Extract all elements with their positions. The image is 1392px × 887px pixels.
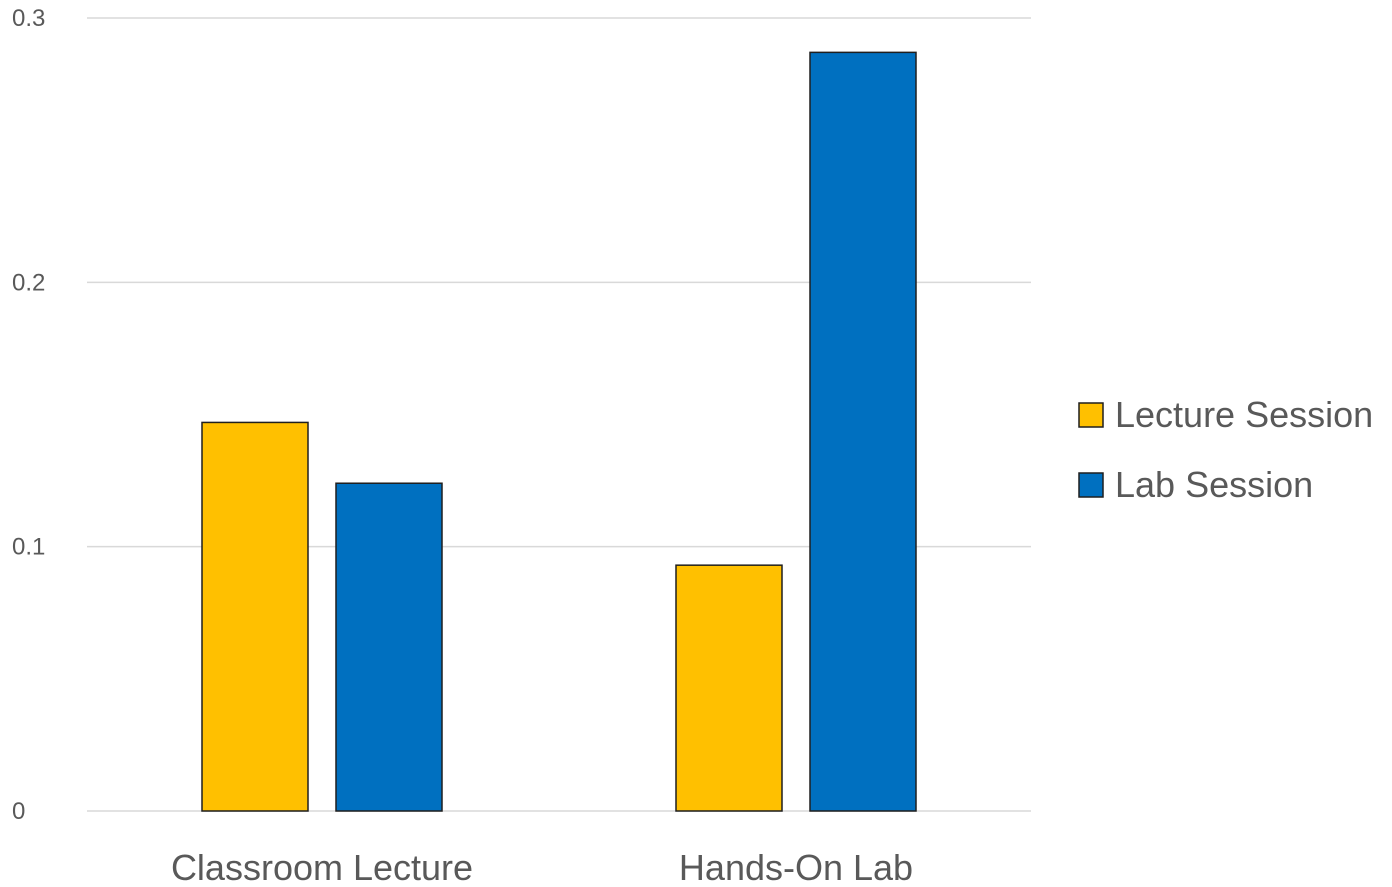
legend-swatch-lab-session: [1079, 473, 1103, 497]
bar-lab-session: [810, 52, 916, 811]
legend-swatch-lecture-session: [1079, 403, 1103, 427]
x-category-label: Classroom Lecture: [171, 847, 473, 887]
y-tick-label: 0: [12, 798, 25, 825]
bars: [202, 52, 916, 811]
y-tick-label: 0.2: [12, 269, 45, 296]
legend-label-lab-session: Lab Session: [1115, 464, 1313, 505]
x-category-label: Hands-On Lab: [679, 847, 913, 887]
bar-lab-session: [336, 483, 442, 811]
bar-lecture-session: [676, 565, 782, 811]
legend-label-lecture-session: Lecture Session: [1115, 394, 1373, 435]
bar-lecture-session: [202, 422, 308, 811]
x-axis-category-labels: Classroom Lecture Hands-On Lab: [171, 847, 913, 887]
y-tick-label: 0.1: [12, 534, 45, 561]
legend: Lecture Session Lab Session: [1079, 394, 1373, 505]
y-axis-tick-labels: 0 0.1 0.2 0.3: [12, 5, 45, 825]
y-tick-label: 0.3: [12, 5, 45, 32]
